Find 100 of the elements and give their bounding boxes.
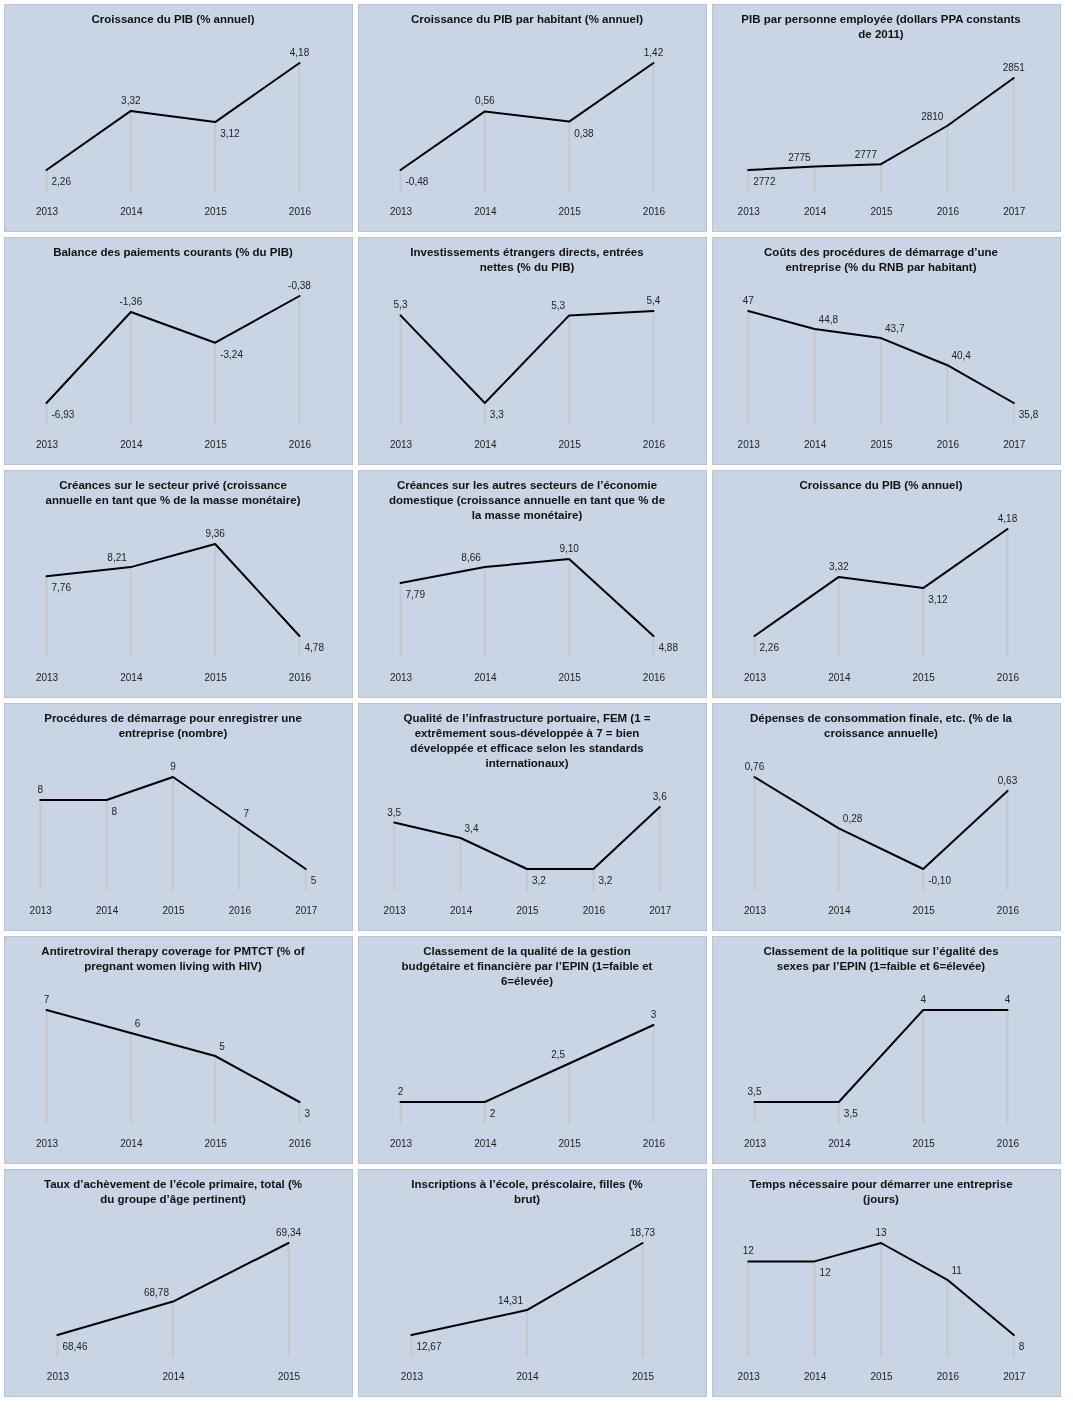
data-label: 12 — [819, 1267, 832, 1279]
data-label: 4 — [920, 994, 927, 1005]
x-tick-label: 2015 — [912, 1137, 936, 1149]
data-label: -0,10 — [928, 875, 952, 886]
x-tick-label: 2015 — [204, 1137, 228, 1149]
data-label: -0,38 — [288, 280, 312, 291]
x-tick-label: 2016 — [936, 438, 960, 450]
data-label: 1,42 — [643, 47, 664, 58]
chart-title: Classement de la qualité de la gestion budgétaire et financière par l’EPIN (1=faible et 6=élevée) — [401, 944, 653, 987]
data-label: 2810 — [921, 110, 944, 122]
x-tick-label: 2015 — [912, 671, 936, 683]
data-label: 2,26 — [759, 642, 780, 653]
chart-title: Taux d’achèvement de l’école primaire, total (% du groupe d’âge pertinent) — [44, 1177, 302, 1205]
data-label: 9 — [170, 761, 177, 772]
x-tick-label: 2015 — [870, 1370, 894, 1382]
data-label: 4,18 — [289, 47, 310, 58]
x-tick-label: 2015 — [277, 1370, 301, 1382]
x-tick-label: 2014 — [95, 904, 119, 916]
x-tick-label: 2015 — [870, 205, 894, 217]
x-tick-label: 2013 — [737, 438, 761, 450]
chart-title: Croissance du PIB (% annuel) — [799, 478, 963, 491]
x-tick-label: 2014 — [803, 438, 827, 450]
x-tick-label: 2013 — [743, 904, 767, 916]
x-tick-label: 2013 — [389, 1137, 413, 1149]
x-tick-label: 2016 — [936, 205, 960, 217]
x-tick-label: 2014 — [803, 1370, 827, 1382]
x-tick-label: 2014 — [120, 1137, 143, 1149]
data-label: 4,78 — [304, 642, 325, 653]
x-tick-label: 2013 — [383, 904, 407, 916]
data-label: 3,5 — [747, 1086, 762, 1097]
data-label: 14,31 — [497, 1295, 524, 1307]
x-tick-label: 2014 — [828, 904, 851, 916]
x-tick-label: 2013 — [35, 1137, 59, 1149]
x-tick-label: 2017 — [1003, 438, 1026, 450]
data-label: 40,4 — [951, 350, 972, 362]
x-tick-label: 2014 — [120, 205, 143, 217]
data-label: 4 — [1004, 994, 1011, 1005]
x-tick-label: 2013 — [29, 904, 53, 916]
x-tick-label: 2013 — [737, 1370, 761, 1382]
x-tick-label: 2016 — [642, 1137, 666, 1149]
x-tick-label: 2015 — [558, 205, 582, 217]
x-tick-label: 2017 — [1003, 1370, 1026, 1382]
x-tick-label: 2013 — [743, 1137, 767, 1149]
data-label: 4,88 — [658, 642, 679, 653]
data-label: 3,12 — [928, 594, 949, 606]
data-label: 3,2 — [532, 875, 547, 886]
x-tick-label: 2015 — [558, 671, 582, 683]
data-label: 2 — [489, 1108, 496, 1119]
data-label: 2851 — [1002, 62, 1026, 73]
data-label: 2777 — [854, 149, 878, 161]
x-tick-label: 2015 — [162, 904, 186, 916]
data-label: 43,7 — [885, 323, 905, 335]
data-label: -6,93 — [51, 409, 75, 420]
data-label: 7,79 — [405, 588, 426, 600]
data-label: 7 — [43, 994, 50, 1005]
data-label: 9,10 — [559, 543, 580, 554]
chart-title: Antiretroviral therapy coverage for PMTCT (% of pregnant women living with HIV) — [41, 944, 305, 972]
data-label: 3,3 — [489, 409, 505, 420]
x-tick-label: 2014 — [828, 1137, 851, 1149]
x-tick-label: 2015 — [204, 205, 228, 217]
chart-title: Croissance du PIB par habitant (% annuel) — [411, 12, 644, 25]
chart-title: Créances sur le secteur privé (croissance annuelle en tant que % de la masse monétaire) — [45, 478, 301, 506]
x-tick-label: 2016 — [228, 904, 252, 916]
x-tick-label: 2014 — [474, 1137, 497, 1149]
data-label: 44,8 — [818, 314, 839, 326]
data-label: 35,8 — [1018, 409, 1039, 420]
x-tick-label: 2013 — [389, 205, 413, 217]
x-tick-label: 2015 — [912, 904, 936, 916]
x-tick-label: 2016 — [288, 205, 312, 217]
data-label: 3,12 — [220, 128, 241, 140]
x-tick-label: 2014 — [162, 1370, 186, 1382]
data-label: 0,56 — [475, 95, 495, 107]
data-label: 5 — [219, 1041, 226, 1052]
data-label: 13 — [875, 1227, 887, 1238]
data-label: 47 — [742, 295, 755, 306]
data-label: 6 — [134, 1018, 141, 1029]
x-tick-label: 2015 — [558, 438, 582, 450]
data-label: 3,6 — [652, 791, 668, 802]
data-label: -3,24 — [220, 348, 244, 360]
data-label: 12 — [742, 1245, 755, 1257]
chart-title: Investissements étrangers directs, entrées nettes (% du PIB) — [410, 245, 644, 273]
x-tick-label: 2013 — [400, 1370, 424, 1382]
data-label: 8 — [1018, 1341, 1025, 1352]
data-label: 9,36 — [205, 528, 226, 539]
data-label: 3 — [650, 1009, 657, 1020]
data-label: 18,73 — [630, 1227, 656, 1238]
data-label: 2,5 — [551, 1048, 566, 1060]
x-tick-label: 2014 — [803, 205, 827, 217]
data-label: 7,76 — [51, 582, 72, 594]
data-label: 2772 — [753, 176, 776, 187]
data-label: 3,32 — [121, 94, 141, 106]
data-label: 5,3 — [393, 299, 408, 311]
data-label: 5,3 — [551, 300, 566, 312]
chart-title: Dépenses de consommation finale, etc. (% de la croissance annuelle) — [749, 711, 1013, 739]
x-tick-label: 2014 — [474, 205, 497, 217]
data-label: 3,5 — [843, 1108, 859, 1119]
data-label: 3,4 — [464, 823, 479, 834]
data-label: 5,4 — [646, 295, 661, 306]
chart-title: Classement de la politique sur l’égalité des sexes par l’EPIN (1=faible et 6=élevée) — [763, 944, 999, 972]
x-tick-label: 2014 — [828, 671, 851, 683]
